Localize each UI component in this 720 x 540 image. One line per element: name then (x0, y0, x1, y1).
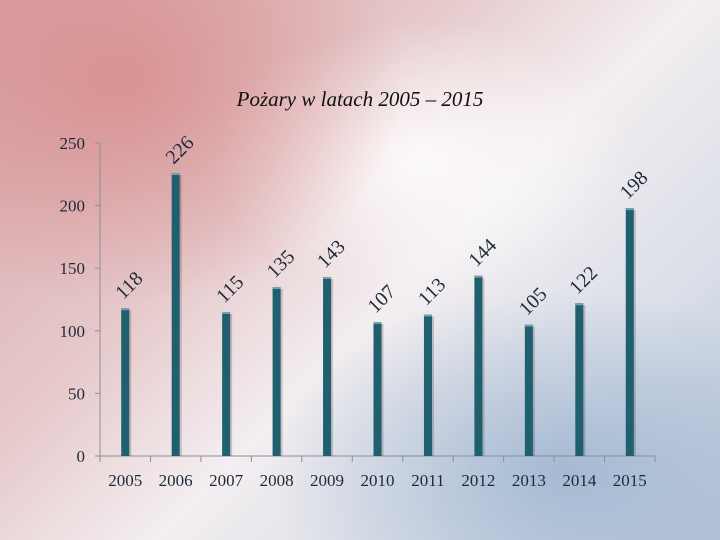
bar (323, 276, 332, 456)
chart-axes: 0 50 100 150 200 250 (60, 134, 656, 466)
bar-cap (373, 322, 382, 325)
data-label: 226 (162, 132, 199, 169)
bar-cap (171, 173, 180, 176)
bar (474, 275, 483, 456)
data-label: 198 (616, 167, 653, 204)
x-tick-label: 2013 (512, 471, 546, 490)
y-tick-label: 150 (60, 259, 86, 278)
x-tick-label: 2011 (411, 471, 444, 490)
bar-cap (272, 286, 281, 289)
chart-title: Pożary w latach 2005 – 2015 (236, 87, 484, 111)
x-tick-label: 2008 (260, 471, 294, 490)
x-tick-label: 2006 (159, 471, 193, 490)
data-label: 113 (414, 274, 450, 310)
bar (171, 173, 180, 456)
bar (121, 308, 130, 456)
y-tick-label: 250 (60, 134, 86, 153)
data-label: 115 (212, 271, 248, 307)
y-tick-label: 50 (68, 384, 85, 403)
x-tick-label: 2015 (613, 471, 647, 490)
data-label: 122 (565, 262, 602, 299)
bar-cap (474, 275, 483, 278)
data-label: 118 (111, 268, 147, 304)
x-tick-label: 2007 (209, 471, 244, 490)
data-label: 143 (313, 236, 350, 273)
data-label: 107 (363, 281, 400, 318)
bar (625, 208, 634, 456)
bar-cap (222, 312, 231, 315)
bar (272, 286, 281, 456)
bar-cap (423, 314, 432, 317)
bar-cap (575, 303, 584, 306)
x-tick-label: 2009 (310, 471, 344, 490)
bar (222, 312, 231, 456)
bar-cap (524, 324, 533, 327)
y-tick-label: 100 (60, 322, 86, 341)
bar (524, 324, 533, 456)
bar-cap (323, 276, 332, 279)
x-tick-label: 2010 (361, 471, 395, 490)
bar (575, 303, 584, 456)
x-tick-label: 2012 (461, 471, 495, 490)
bar (423, 314, 432, 456)
data-label: 144 (464, 234, 501, 271)
bar-cap (625, 208, 634, 211)
data-label: 135 (263, 246, 300, 283)
bar (373, 322, 382, 456)
bar-cap (121, 308, 130, 311)
x-tick-label: 2005 (108, 471, 142, 490)
data-label: 105 (515, 283, 552, 320)
chart-bars (121, 173, 636, 456)
y-tick-label: 200 (60, 197, 86, 216)
y-tick-label: 0 (77, 447, 86, 466)
x-tick-label: 2014 (562, 471, 597, 490)
